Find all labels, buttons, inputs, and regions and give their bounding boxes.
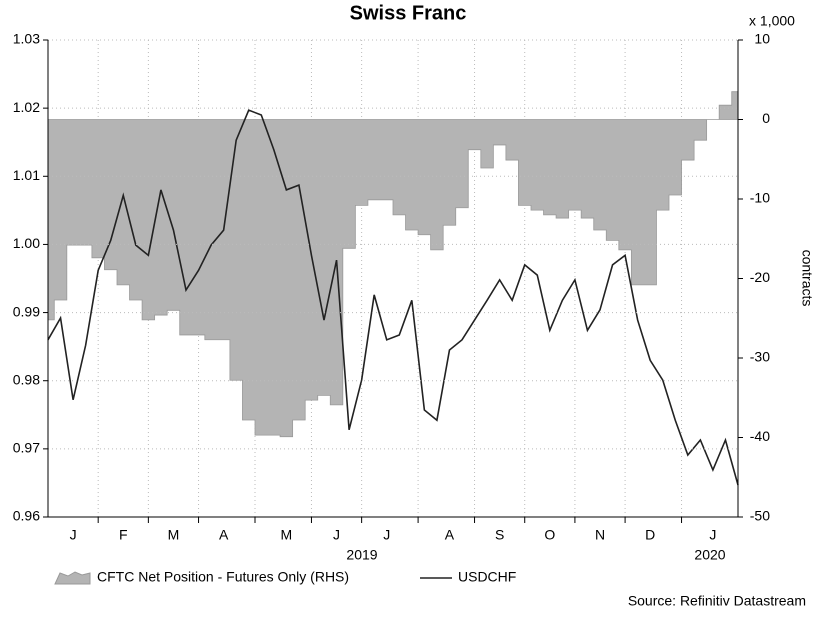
y2-tick-label: -10 (750, 190, 770, 206)
x-tick-label: S (495, 527, 504, 543)
x-tick-label: O (544, 527, 555, 543)
chart-title: Swiss Franc (350, 2, 467, 24)
x-tick-label: A (219, 527, 229, 543)
y2-tick-label: -50 (750, 508, 770, 524)
y-tick-label: 1.03 (13, 31, 40, 47)
x-tick-label: J (333, 527, 340, 543)
x-tick-label: J (383, 527, 390, 543)
y-tick-label: 1.02 (13, 99, 40, 115)
legend-label: CFTC Net Position - Futures Only (RHS) (97, 569, 349, 585)
y-tick-label: 0.96 (13, 508, 40, 524)
y2-tick-label: -30 (750, 349, 770, 365)
y-tick-label: 1.00 (13, 235, 40, 251)
year-label: 2020 (694, 547, 725, 563)
y-tick-label: 0.98 (13, 371, 40, 387)
x-tick-label: N (595, 527, 605, 543)
y-tick-label: 1.01 (13, 167, 40, 183)
y2-tick-label: -20 (750, 269, 770, 285)
y-tick-label: 0.97 (13, 440, 40, 456)
y2-axis-label: contracts (799, 250, 815, 307)
line (47, 109, 739, 486)
year-label: 2019 (346, 547, 377, 563)
source: Source: Refinitiv Datastream (628, 593, 806, 609)
x-tick-label: F (119, 527, 128, 543)
y-tick-label: 0.99 (13, 303, 40, 319)
x-tick-label: A (445, 527, 455, 543)
x-tick-label: J (709, 527, 716, 543)
y2-tick-label: -40 (750, 428, 770, 444)
x-tick-label: D (645, 527, 655, 543)
y2-multiplier: x 1,000 (749, 13, 795, 29)
legend-swatch (54, 571, 91, 585)
x-tick-label: M (281, 527, 293, 543)
x-tick-label: J (70, 527, 77, 543)
x-tick-label: M (168, 527, 180, 543)
y2-tick-label: 10 (754, 31, 770, 47)
y2-tick-label: 0 (762, 110, 770, 126)
legend-label: USDCHF (458, 569, 516, 585)
